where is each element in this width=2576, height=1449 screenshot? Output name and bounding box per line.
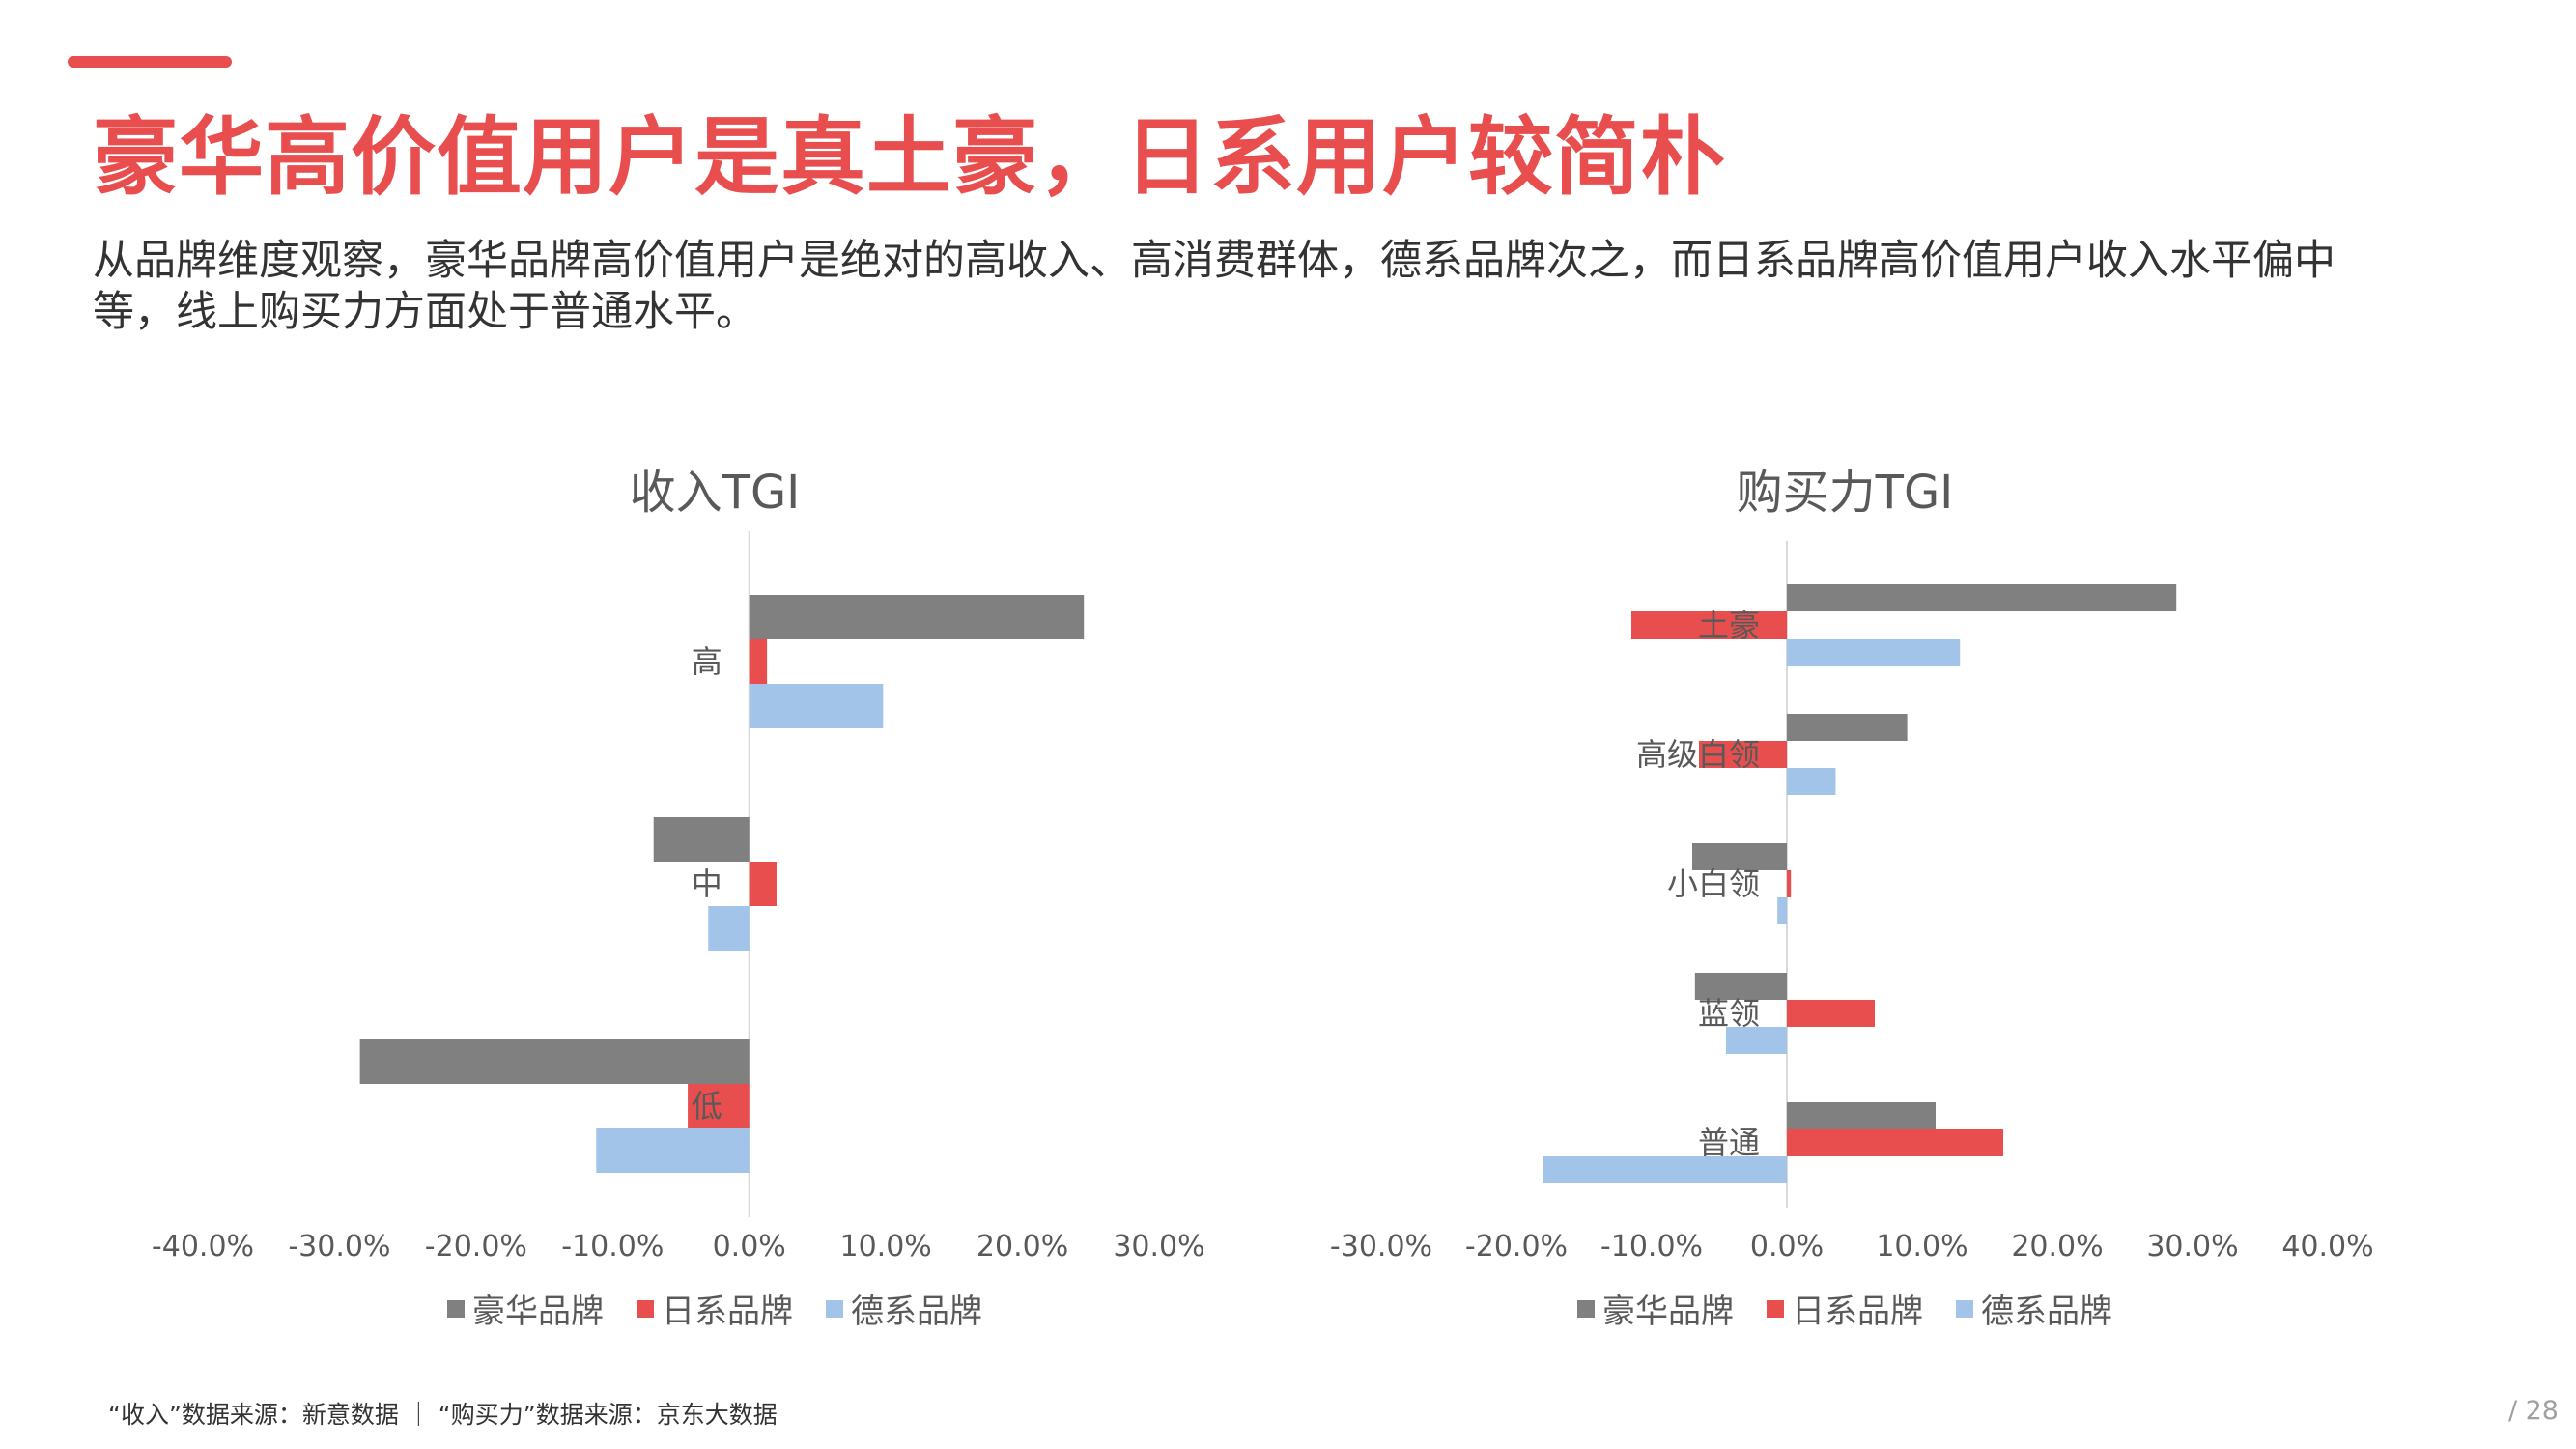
bar-german	[1787, 639, 1961, 666]
bar-luxury	[1694, 973, 1787, 1000]
bar-luxury	[1787, 1102, 1936, 1129]
buying-power-tgi-plot: -30.0% -20.0% -10.0% 0.0% 10.0% 20.0% 30.0% 40.…	[1330, 541, 2374, 1264]
x-tick-label: 20.0%	[977, 1230, 1068, 1264]
x-tick-label: -10.0%	[1600, 1230, 1703, 1264]
bar-japanese	[1787, 870, 1792, 897]
bar-luxury	[1787, 584, 2177, 611]
x-tick-label: -30.0%	[1330, 1230, 1432, 1264]
x-tick-label: 0.0%	[1750, 1230, 1824, 1264]
x-tick-label: -20.0%	[425, 1230, 527, 1264]
income-tgi-plot: -40.0% -30.0% -20.0% -10.0% 0.0% 10.0% 20.0% 30…	[152, 531, 1205, 1264]
bar-japanese	[1699, 741, 1787, 768]
legend-item-japanese: 日系品牌	[637, 1285, 793, 1332]
x-tick-label: -30.0%	[288, 1230, 390, 1264]
category-label: 高级白领	[1636, 736, 1760, 773]
bar-luxury	[653, 817, 750, 862]
legend-swatch-japanese	[1767, 1299, 1784, 1318]
category-label: 低	[692, 1088, 722, 1124]
category-label: 中	[692, 866, 722, 902]
legend-label: 日系品牌	[1792, 1293, 1923, 1331]
legend-label: 日系品牌	[662, 1293, 793, 1331]
bar-german	[1777, 897, 1787, 924]
category-label: 普通	[1698, 1124, 1760, 1161]
bar-luxury	[1692, 843, 1787, 870]
bar-japanese	[749, 862, 777, 906]
data-source-footer: “收入”数据来源：新意数据 ｜ “购买力”数据来源：京东大数据	[108, 1401, 778, 1429]
bar-luxury	[1787, 714, 1908, 741]
bar-luxury	[359, 1039, 750, 1084]
category-label: 蓝领	[1698, 995, 1760, 1032]
income-tgi-chart: 收入TGI -40.0% -30.0% -20.0% -10.0% 0.0% 10.0% 2…	[135, 444, 1294, 1352]
x-tick-label: 40.0%	[2281, 1230, 2373, 1264]
legend-item-luxury: 豪华品牌	[1577, 1285, 1734, 1332]
title-accent-bar	[68, 56, 232, 68]
bar-japanese	[688, 1084, 750, 1128]
buying-power-tgi-chart: 购买力TGI -30.0% -20.0% -10.0% 0.0% 10.0% 20.0% 3…	[1265, 444, 2424, 1352]
page-title: 豪华高价值用户是真土豪，日系用户较简朴	[93, 107, 1727, 207]
bar-german	[708, 906, 750, 951]
legend-item-japanese: 日系品牌	[1767, 1285, 1923, 1332]
category-label: 高	[692, 643, 722, 680]
x-tick-label: 30.0%	[1113, 1230, 1204, 1264]
legend-item-german: 德系品牌	[826, 1285, 982, 1332]
chart-legend: 豪华品牌 日系品牌 德系品牌	[1265, 1285, 2424, 1332]
legend-item-german: 德系品牌	[1956, 1285, 2112, 1332]
bar-german	[1726, 1027, 1787, 1054]
x-tick-label: 0.0%	[713, 1230, 786, 1264]
legend-swatch-luxury	[447, 1299, 465, 1318]
legend-label: 德系品牌	[851, 1293, 982, 1331]
legend-item-luxury: 豪华品牌	[447, 1285, 604, 1332]
x-tick-label: -20.0%	[1465, 1230, 1568, 1264]
legend-label: 豪华品牌	[472, 1293, 604, 1331]
x-tick-label: -10.0%	[561, 1230, 664, 1264]
legend-swatch-german	[826, 1299, 843, 1318]
legend-swatch-japanese	[637, 1299, 654, 1318]
x-tick-label: 30.0%	[2146, 1230, 2238, 1264]
page-subtitle: 从品牌维度观察，豪华品牌高价值用户是绝对的高收入、高消费群体，德系品牌次之，而日…	[93, 237, 2335, 336]
bar-german	[1787, 768, 1836, 795]
legend-label: 豪华品牌	[1602, 1293, 1734, 1331]
x-tick-label: 10.0%	[1876, 1230, 1967, 1264]
category-label: 土豪	[1698, 607, 1760, 643]
bar-german	[749, 684, 884, 728]
bar-japanese	[1787, 1000, 1875, 1027]
chart-title: 购买力TGI	[1736, 466, 1954, 520]
bar-japanese	[749, 639, 768, 684]
bar-japanese	[1631, 611, 1787, 639]
legend-swatch-luxury	[1577, 1299, 1595, 1318]
page-number: / 28	[2507, 1396, 2559, 1426]
category-label: 小白领	[1667, 866, 1760, 902]
legend-swatch-german	[1956, 1299, 1973, 1318]
x-tick-label: 10.0%	[839, 1230, 931, 1264]
bar-german	[1543, 1156, 1787, 1183]
legend-label: 德系品牌	[1981, 1293, 2112, 1331]
bar-japanese	[1787, 1129, 2003, 1156]
chart-legend: 豪华品牌 日系品牌 德系品牌	[135, 1285, 1294, 1332]
bar-german	[596, 1128, 750, 1173]
bar-luxury	[749, 595, 1085, 639]
x-tick-label: 20.0%	[2011, 1230, 2103, 1264]
chart-title: 收入TGI	[629, 466, 801, 520]
x-tick-label: -40.0%	[152, 1230, 254, 1264]
